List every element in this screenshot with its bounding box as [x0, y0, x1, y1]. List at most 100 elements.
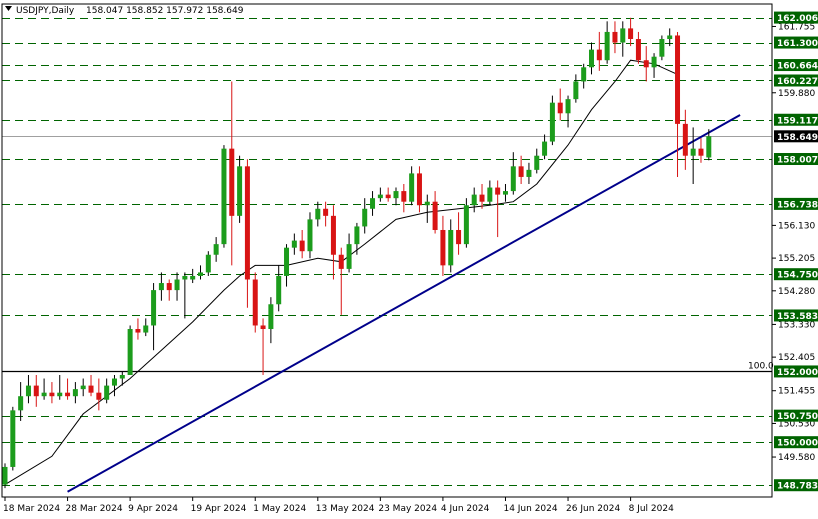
x-tick-label: 14 Jun 2024	[503, 504, 557, 514]
candle	[628, 17, 634, 47]
level-label-bg	[774, 479, 818, 492]
candle	[448, 219, 454, 273]
candle	[174, 272, 180, 301]
y-tick-label: 151.455	[778, 387, 815, 397]
candle-body	[151, 290, 157, 326]
candle-body	[362, 208, 368, 227]
candle	[635, 31, 641, 64]
candle-body	[628, 28, 634, 40]
candle-body	[424, 201, 430, 206]
level-label: 150.750	[774, 409, 818, 422]
level-label-bg	[774, 36, 818, 49]
candle-body	[659, 39, 665, 57]
candle	[573, 74, 579, 103]
level-label-text: 158.007	[777, 156, 818, 166]
candle	[409, 166, 415, 206]
candle	[143, 318, 149, 337]
candle-body	[143, 325, 149, 333]
candle	[268, 297, 274, 344]
level-label-text: 160.664	[777, 62, 818, 72]
level-label-bg	[774, 268, 818, 281]
candle	[237, 155, 243, 223]
level-label-text: 160.227	[777, 77, 818, 87]
candle-body	[409, 173, 415, 202]
candle-body	[57, 392, 63, 397]
candle-body	[88, 385, 94, 393]
level-label-text: 152.000	[777, 368, 818, 378]
y-tick-label: 156.130	[778, 221, 815, 231]
candle	[119, 371, 125, 386]
level-label-text: 150.750	[777, 412, 818, 422]
candle	[182, 272, 188, 319]
candle	[510, 152, 516, 195]
candle	[330, 205, 336, 280]
candle-body	[237, 166, 243, 216]
level-label-text: 148.783	[777, 482, 818, 492]
level-label-text: 154.750	[777, 271, 818, 281]
candle-body	[299, 240, 305, 252]
candle	[589, 42, 594, 75]
moving-average-line	[4, 59, 678, 486]
candle-body	[698, 148, 704, 156]
candle	[111, 374, 117, 397]
candle-body	[565, 99, 571, 114]
candle	[698, 138, 704, 163]
candle-body	[158, 283, 164, 291]
candle-body	[456, 229, 462, 245]
y-tick-label: 161.755	[778, 22, 815, 32]
candle-body	[518, 166, 524, 177]
candle-body	[432, 201, 438, 230]
candle	[651, 53, 657, 78]
y-tick-label: 150.530	[778, 419, 815, 429]
level-label: 161.300	[774, 36, 818, 49]
candle-body	[127, 329, 133, 375]
level-label: 160.227	[774, 74, 818, 87]
candle	[10, 406, 16, 471]
candle	[542, 134, 548, 160]
candle-body	[651, 56, 657, 68]
candle	[393, 187, 399, 206]
candle	[370, 191, 376, 216]
candle	[190, 268, 196, 284]
candle-body	[526, 169, 532, 177]
plot-frame	[1, 3, 773, 498]
level-label: 162.006	[774, 11, 818, 24]
candle-body	[284, 247, 290, 276]
x-tick-label: 26 Jun 2024	[566, 504, 620, 514]
level-label-bg	[774, 197, 818, 210]
candle	[502, 184, 508, 202]
candle-body	[510, 166, 516, 192]
moving-average-layer	[4, 59, 678, 486]
candle-body	[213, 244, 219, 255]
candle	[299, 229, 305, 259]
candle	[104, 378, 110, 404]
candle	[612, 21, 618, 54]
candle-body	[416, 173, 422, 206]
y-tick-label: 152.405	[778, 353, 815, 363]
candle	[557, 88, 563, 121]
level-label-text: 161.300	[777, 39, 818, 49]
candle	[643, 46, 649, 82]
candle	[620, 21, 626, 57]
candle-body	[174, 279, 180, 291]
candle	[706, 129, 712, 161]
candle	[291, 233, 297, 255]
candle	[565, 95, 571, 128]
dropdown-triangle-icon[interactable]	[5, 6, 12, 11]
candle	[213, 237, 219, 262]
candle-body	[135, 329, 141, 333]
candle	[260, 318, 266, 375]
candle-body	[25, 385, 31, 397]
candle-body	[589, 49, 594, 68]
candle	[276, 265, 282, 312]
x-tick-label: 28 Mar 2024	[66, 504, 123, 514]
candle-body	[229, 148, 235, 216]
candle	[80, 378, 86, 397]
candle-body	[49, 392, 55, 397]
candle	[377, 187, 383, 202]
candle-body	[96, 392, 102, 400]
axes: 161.755 159.880 156.130 155.205 154.280 153.3…	[1, 3, 815, 514]
level-label-bg	[774, 409, 818, 422]
candle	[362, 198, 368, 234]
